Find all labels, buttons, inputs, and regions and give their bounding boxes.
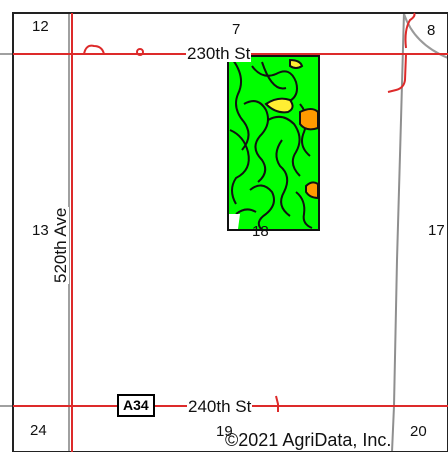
road-tick (275, 395, 279, 412)
section-number: 24 (30, 422, 47, 439)
soil-patch-orange (305, 181, 319, 200)
highway-shield: A34 (117, 394, 155, 417)
section-line (391, 11, 405, 452)
creek-squiggle (83, 44, 105, 55)
road-marker (136, 48, 144, 56)
section-number: 18 (252, 223, 269, 240)
section-number: 12 (32, 18, 49, 35)
road-label-north: 230th St (186, 44, 252, 63)
road-label-south: 240th St (187, 397, 253, 416)
field-parcel (227, 55, 320, 231)
section-number: 20 (410, 423, 427, 440)
soil-patch-yellow (289, 58, 304, 69)
section-number: 13 (32, 222, 49, 239)
map-border (12, 12, 448, 452)
road-curve (404, 12, 416, 49)
soil-patch-yellow (264, 97, 294, 114)
section-number: 8 (427, 22, 436, 39)
soil-patch-white (229, 214, 240, 229)
section-number: 19 (216, 423, 233, 440)
section-number: 17 (428, 222, 445, 239)
section-number: 7 (232, 21, 241, 38)
road-spur (387, 53, 407, 93)
copyright-text: ©2021 AgriData, Inc. (225, 430, 392, 450)
soil-patch-orange (299, 108, 319, 131)
river-curve (403, 13, 448, 59)
road-label-west: 520th Ave (51, 206, 70, 284)
